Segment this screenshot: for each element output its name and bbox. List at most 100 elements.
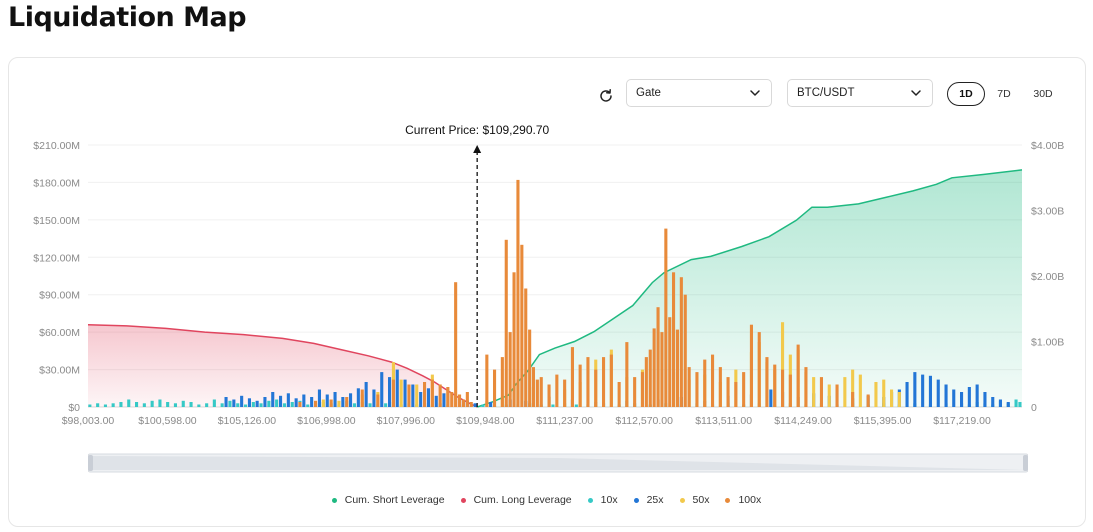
bar-100x (504, 239, 508, 407)
y-right-tick-label: $1.00B (1031, 337, 1064, 349)
bar-25x (489, 402, 493, 407)
x-tick-label: $98,003.00 (62, 415, 115, 427)
bar-100x (461, 399, 465, 407)
chevron-down-icon (748, 86, 762, 100)
bar-25x (960, 392, 964, 407)
bar-25x (380, 372, 384, 407)
pair-select-value: BTC/USDT (797, 87, 855, 99)
bar-25x (913, 372, 917, 407)
bar-100x (454, 282, 458, 407)
bar-100x (734, 382, 738, 407)
bar-25x (769, 389, 773, 407)
legend-label: 10x (600, 494, 618, 506)
bar-10x (119, 402, 123, 407)
bar-100x (652, 328, 656, 407)
x-tick-label: $113,511.00 (695, 415, 752, 427)
bar-10x (306, 404, 310, 407)
legend-label: 50x (692, 494, 710, 506)
bar-50x (415, 384, 419, 407)
bar-100x (555, 374, 559, 407)
cum-long-leverage-area (88, 324, 478, 407)
x-tick-label: $117,219.00 (933, 415, 991, 427)
bar-100x (625, 342, 629, 407)
chart-zoom-scrollbar[interactable] (87, 452, 1029, 474)
bar-10x (181, 400, 185, 407)
bar-25x (921, 374, 925, 407)
legend-dot-icon (679, 497, 685, 503)
bar-100x (644, 357, 648, 407)
bar-25x (349, 393, 353, 407)
bar-100x (535, 379, 539, 407)
legend-item[interactable]: 25x (633, 494, 664, 506)
bar-25x (247, 398, 251, 407)
bar-100x (687, 367, 691, 407)
bar-100x (563, 379, 567, 407)
bar-50x (399, 379, 403, 407)
bar-100x (851, 392, 855, 407)
bar-25x (388, 377, 392, 407)
bar-25x (944, 384, 948, 407)
y-left-tick-label: $60.00M (39, 327, 80, 339)
bar-100x (423, 382, 427, 407)
bar-10x (212, 399, 216, 407)
bar-100x (788, 374, 792, 407)
bar-10x (103, 404, 107, 407)
bar-25x (991, 397, 995, 407)
x-tick-label: $114,249.00 (774, 415, 832, 427)
bar-50x (843, 377, 847, 407)
x-tick-label: $107,996.00 (377, 415, 436, 427)
bar-100x (493, 369, 497, 407)
bar-25x (419, 392, 423, 407)
bar-100x (866, 394, 870, 407)
legend-item[interactable]: 50x (679, 494, 710, 506)
y-left-tick-label: $0 (68, 402, 80, 414)
pair-select[interactable]: BTC/USDT (787, 79, 933, 107)
refresh-button[interactable] (596, 86, 616, 106)
bar-100x (458, 394, 462, 407)
bar-100x (450, 392, 454, 407)
range-button-7d[interactable]: 7D (997, 88, 1011, 100)
bar-25x (333, 392, 337, 407)
chart-legend: Cum. Short Leverage Cum. Long Leverage 10x… (0, 494, 1093, 506)
y-left-tick-label: $120.00M (33, 252, 80, 264)
range-button-1d[interactable]: 1D (947, 82, 985, 106)
bar-50x (897, 392, 901, 407)
legend-item[interactable]: 10x (587, 494, 618, 506)
bar-25x (426, 388, 430, 407)
bar-25x (356, 388, 360, 407)
bar-10x (368, 403, 372, 407)
bar-10x (158, 399, 162, 407)
legend-dot-icon (587, 497, 593, 503)
bar-25x (998, 399, 1002, 407)
bar-10x (236, 403, 240, 407)
exchange-select[interactable]: Gate (626, 79, 772, 107)
x-tick-label: $111,237.00 (536, 415, 593, 427)
bar-100x (703, 359, 707, 407)
bar-100x (360, 389, 364, 407)
legend-item[interactable]: Cum. Long Leverage (460, 494, 572, 506)
legend-item[interactable]: Cum. Short Leverage (331, 494, 445, 506)
bar-10x (228, 400, 232, 407)
bar-10x (275, 399, 279, 407)
bar-100x (668, 317, 672, 407)
bar-100x (781, 369, 785, 407)
bar-100x (586, 357, 590, 407)
bar-10x (481, 404, 485, 407)
bar-10x (244, 404, 248, 407)
legend-item[interactable]: 100x (725, 494, 761, 506)
bar-50x (851, 369, 855, 407)
bar-50x (882, 379, 886, 407)
bar-10x (1014, 399, 1018, 407)
legend-label: 25x (646, 494, 664, 506)
bar-10x (251, 402, 255, 407)
bar-100x (640, 372, 644, 407)
bar-25x (302, 394, 306, 407)
y-right-tick-label: 0 (1031, 402, 1037, 414)
bar-25x (395, 369, 399, 407)
bar-10x (1018, 402, 1022, 407)
range-button-30d[interactable]: 30D (1033, 88, 1053, 100)
bar-100x (485, 354, 489, 407)
bar-100x (547, 384, 551, 407)
bar-25x (232, 399, 236, 407)
bar-25x (310, 397, 314, 407)
